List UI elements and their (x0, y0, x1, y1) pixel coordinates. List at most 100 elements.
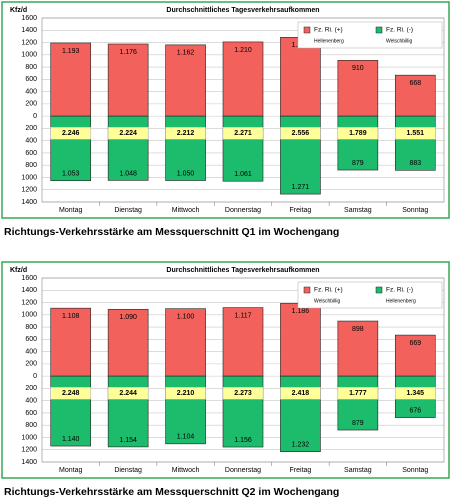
y-tick-label: 800 (25, 324, 37, 331)
total-box (222, 387, 264, 400)
total-box (50, 387, 91, 400)
bar (280, 303, 321, 377)
y-tick-label: 400 (25, 88, 37, 95)
value-label: 1.100 (177, 314, 195, 321)
total-label: 1.789 (349, 130, 367, 137)
legend-swatch (375, 26, 383, 34)
x-tick-label: Sonntag (402, 207, 428, 214)
x-tick-label: Sonntag (402, 467, 428, 474)
bar (50, 115, 92, 182)
bar (222, 115, 264, 182)
bar (107, 115, 149, 181)
legend-label: Fz. Ri. (-) (386, 27, 413, 34)
bar (107, 308, 149, 377)
y-tick-label: 600 (25, 410, 37, 417)
x-tick-label: Freitag (290, 207, 312, 214)
chart-title: Durchschnittliches Tagesverkehrsaufkomme… (166, 7, 319, 14)
plot-border (41, 277, 445, 463)
x-tick-label: Mittwoch (172, 207, 200, 214)
bar (280, 37, 321, 117)
y-tick-label: 1200 (21, 299, 37, 306)
bar (394, 74, 436, 117)
bar (394, 334, 436, 377)
y-tick-label: 1200 (21, 187, 37, 194)
plot-border (41, 17, 445, 203)
legend-swatch (303, 286, 311, 294)
x-tick-label: Dienstag (114, 467, 142, 474)
legend-sublabel: Welschbillig (314, 298, 341, 304)
x-tick-label: Mittwoch (172, 467, 200, 474)
total-label: 1.777 (349, 390, 367, 397)
y-tick-label: 400 (25, 398, 37, 405)
total-label: 2.556 (292, 130, 310, 137)
y-tick-label: 0 (33, 373, 37, 380)
legend-swatch (375, 286, 383, 294)
value-label: 1.048 (119, 170, 137, 177)
value-label: 1.104 (177, 434, 195, 441)
y-tick-label: 1600 (21, 275, 37, 282)
chart-frame (1, 261, 450, 479)
legend-label: Fz. Ri. (+) (314, 27, 343, 34)
total-box (280, 127, 321, 140)
caption: Richtungs-Verkehrsstärke am Messquerschn… (4, 486, 339, 498)
value-label: 1.176 (119, 49, 137, 56)
total-box (165, 127, 206, 140)
y-tick-label: 600 (25, 76, 37, 83)
x-tick-label: Donnerstag (225, 207, 261, 214)
y-tick-label: 1600 (21, 15, 37, 22)
y-tick-label: 1400 (21, 459, 37, 466)
total-box (50, 127, 91, 140)
legend-sublabel: Hellenenberg (314, 38, 344, 44)
chart-title: Durchschnittliches Tagesverkehrsaufkomme… (166, 267, 319, 274)
y-tick-label: 1400 (21, 287, 37, 294)
x-tick-label: Montag (59, 207, 82, 214)
y-tick-label: 600 (25, 336, 37, 343)
y-tick-label: 200 (25, 101, 37, 108)
value-label: 1.232 (292, 442, 310, 449)
y-tick-label: 800 (25, 162, 37, 169)
value-label: 1.140 (62, 436, 80, 443)
y-tick-label: 400 (25, 348, 37, 355)
bar (337, 320, 379, 377)
x-tick-label: Samstag (344, 207, 372, 214)
value-label: 1.156 (234, 437, 252, 444)
value-label: 669 (409, 340, 421, 347)
total-label: 2.418 (292, 390, 310, 397)
total-box (165, 387, 206, 400)
x-tick-label: Dienstag (114, 207, 142, 214)
total-label: 2.246 (62, 130, 80, 137)
y-tick-label: 800 (25, 422, 37, 429)
total-label: 2.271 (234, 130, 252, 137)
value-label: 1.193 (62, 48, 80, 55)
total-box (107, 387, 149, 400)
y-tick-label: 200 (25, 125, 37, 132)
value-label: 1.271 (292, 184, 310, 191)
legend-box (297, 281, 443, 309)
total-label: 2.273 (234, 390, 252, 397)
y-tick-label: 1400 (21, 27, 37, 34)
value-label: 1.050 (177, 170, 195, 177)
y-tick-label: 1200 (21, 39, 37, 46)
value-label: 676 (409, 407, 421, 414)
x-tick-label: Freitag (290, 467, 312, 474)
y-tick-label: 1000 (21, 52, 37, 59)
y-tick-label: 1000 (21, 434, 37, 441)
x-tick-label: Donnerstag (225, 467, 261, 474)
y-tick-label: 600 (25, 150, 37, 157)
y-tick-label: 1000 (21, 174, 37, 181)
y-tick-label: 800 (25, 64, 37, 71)
bar (394, 115, 436, 171)
legend-sublabel: Welschbillig (386, 38, 413, 44)
y-tick-label: 200 (25, 385, 37, 392)
total-box (222, 127, 264, 140)
value-label: 1.210 (234, 47, 252, 54)
bar (222, 307, 264, 377)
value-label: 1.154 (119, 437, 137, 444)
value-label: 910 (352, 65, 364, 72)
y-axis-label: Kfz/d (10, 267, 27, 274)
value-label: 1.108 (62, 313, 80, 320)
bar (107, 43, 149, 117)
total-label: 1.551 (407, 130, 425, 137)
legend-label: Fz. Ri. (-) (386, 287, 413, 294)
